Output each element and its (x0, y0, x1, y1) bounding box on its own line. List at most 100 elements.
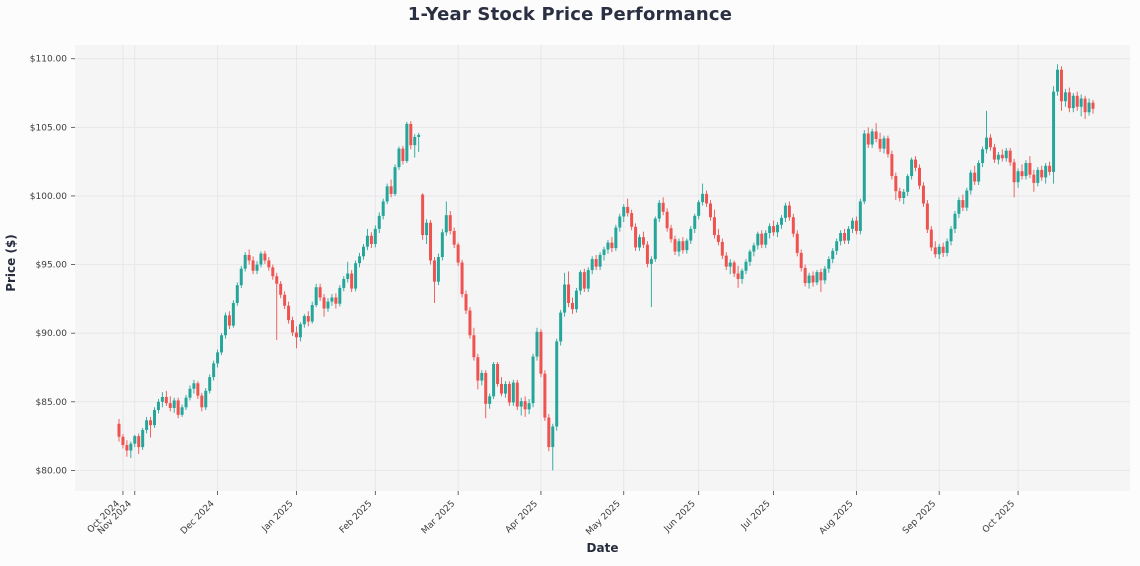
candle-body-down (1067, 92, 1071, 109)
candle-body-up (342, 278, 346, 288)
candle-body-up (298, 324, 302, 338)
candle-body-up (839, 233, 843, 242)
candle-body-down (468, 310, 472, 336)
x-tick-label: Jul 2025 (739, 499, 773, 533)
candle-body-down (898, 191, 902, 199)
candle-body-up (748, 251, 752, 262)
candle-body-down (515, 382, 519, 407)
candle-body-up (744, 261, 748, 271)
candle-body-down (992, 147, 996, 160)
candle-body-up (689, 228, 693, 241)
candle-body-down (168, 403, 172, 408)
candle-body-up (1004, 150, 1008, 159)
x-tick-label: Apr 2025 (504, 499, 540, 535)
candle-body-down (291, 320, 295, 333)
candle-body-up (618, 216, 622, 228)
y-tick-label: $90.00 (36, 329, 68, 339)
candle-body-down (961, 200, 965, 208)
candle-body-down (543, 373, 547, 418)
candle-body-up (397, 148, 401, 168)
candle-body-down (795, 233, 799, 253)
candle-body-up (957, 200, 961, 214)
candle-body-down (322, 297, 326, 309)
candle-body-down (669, 228, 673, 240)
candle-body-up (365, 235, 369, 247)
candle-body-down (1032, 174, 1036, 183)
candle-body-up (563, 284, 567, 313)
candle-body-down (665, 211, 669, 229)
candle-body-up (444, 215, 448, 233)
candle-body-up (425, 222, 429, 236)
candle-body-up (598, 254, 602, 267)
y-tick-label: $85.00 (36, 398, 68, 408)
candle-body-down (421, 194, 425, 236)
candle-body-up (1087, 102, 1091, 113)
candle-body-down (630, 213, 634, 227)
candle-body-down (760, 233, 764, 245)
candle-body-down (251, 260, 255, 271)
candle-body-down (1020, 171, 1024, 177)
candle-body-up (602, 249, 606, 255)
x-tick-label: Mar 2025 (420, 499, 457, 536)
candle-body-up (1056, 69, 1060, 92)
candle-body-down (914, 159, 918, 168)
candle-body-up (160, 396, 164, 402)
candle-body-up (574, 290, 578, 310)
candle-body-up (653, 218, 657, 260)
candle-body-up (417, 134, 421, 137)
candle-body-down (799, 252, 803, 268)
plot-background (75, 45, 1130, 491)
candle-body-up (949, 228, 953, 242)
candle-body-down (811, 275, 815, 283)
candle-body-up (519, 401, 523, 407)
candle-body-up (180, 407, 184, 415)
candle-body-down (1091, 102, 1095, 109)
candle-body-down (724, 255, 728, 267)
candle-body-up (204, 390, 208, 408)
candle-body-down (350, 273, 354, 289)
candle-body-up (413, 136, 417, 146)
candle-body-up (649, 259, 653, 264)
candle-body-down (973, 172, 977, 182)
candle-body-down (1000, 154, 1004, 159)
candle-body-up (985, 137, 989, 150)
candle-body-up (752, 245, 756, 252)
candle-body-up (937, 246, 941, 255)
candle-body-up (1052, 91, 1056, 172)
candle-body-up (243, 254, 247, 269)
candle-body-down (819, 272, 823, 281)
candle-body-down (500, 383, 504, 394)
candle-body-up (152, 410, 156, 426)
candle-body-up (768, 226, 772, 234)
candle-body-down (874, 131, 878, 140)
candle-body-up (354, 263, 358, 289)
candle-body-down (1008, 150, 1012, 163)
candle-body-down (275, 276, 279, 284)
candle-body-up (302, 316, 306, 325)
candle-body-up (440, 232, 444, 258)
candle-body-down (886, 138, 890, 155)
candle-body-up (133, 436, 137, 444)
candle-body-up (141, 429, 145, 448)
candle-body-up (815, 272, 819, 283)
candle-body-up (377, 215, 381, 229)
candle-body-down (263, 253, 267, 261)
candle-body-up (208, 377, 212, 391)
candle-body-up (831, 250, 835, 260)
candle-body-down (539, 331, 543, 374)
candle-body-down (409, 123, 413, 146)
candle-body-down (137, 436, 141, 448)
candle-body-up (129, 443, 133, 451)
candle-body-up (697, 202, 701, 216)
candle-body-down (247, 254, 251, 261)
y-tick-label: $95.00 (36, 261, 68, 271)
candle-body-down (645, 244, 649, 264)
candle-body-up (492, 364, 496, 397)
candle-body-up (945, 241, 949, 253)
candle-body-down (496, 364, 500, 384)
candle-body-down (929, 229, 933, 248)
y-tick-label: $80.00 (36, 466, 68, 476)
candle-body-down (176, 400, 180, 415)
candle-body-down (634, 226, 638, 248)
candle-body-down (318, 287, 322, 298)
